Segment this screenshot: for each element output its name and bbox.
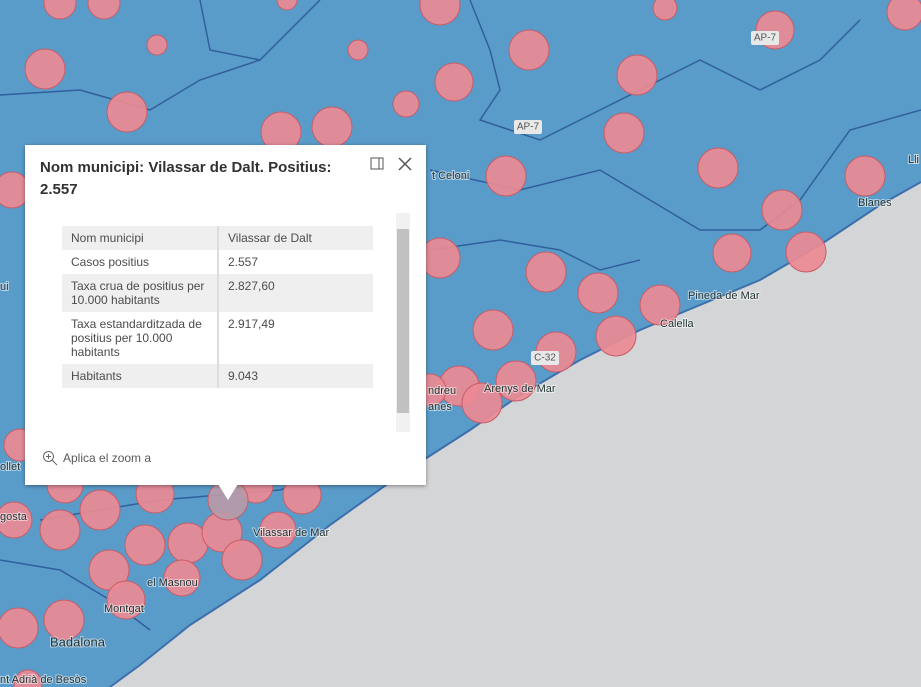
zoom-action[interactable]: Aplica el zoom a (42, 450, 151, 466)
case-circle[interactable] (79, 489, 121, 531)
case-circle[interactable] (347, 39, 369, 61)
case-circle[interactable] (886, 0, 921, 31)
case-circle[interactable] (472, 309, 514, 351)
case-circle[interactable] (603, 112, 645, 154)
case-circle[interactable] (163, 559, 201, 597)
popup-title: Nom municipi: Vilassar de Dalt. Positius… (40, 159, 332, 198)
case-circle[interactable] (106, 580, 146, 620)
place-label: Badalona (50, 634, 106, 649)
case-circle[interactable] (525, 251, 567, 293)
field-name: Habitants (62, 364, 219, 388)
place-label: nt Adrià de Besòs (0, 674, 87, 686)
case-circle[interactable] (259, 511, 297, 549)
table-row: Taxa crua de positius per 10.000 habitan… (62, 274, 373, 312)
case-circle[interactable] (88, 549, 130, 591)
case-circle[interactable] (0, 607, 39, 649)
field-name: Casos positius (62, 250, 219, 274)
case-circle[interactable] (419, 237, 461, 279)
case-circle[interactable] (221, 539, 263, 581)
scroll-thumb[interactable] (397, 229, 409, 413)
case-circle[interactable] (595, 315, 637, 357)
place-label: Arenys de Mar (484, 383, 556, 395)
case-circle[interactable] (106, 91, 148, 133)
case-circle[interactable] (652, 0, 678, 21)
place-label: Montgat (104, 603, 144, 615)
table-row: Habitants 9.043 (62, 364, 373, 388)
case-circle[interactable] (639, 284, 681, 326)
case-circle[interactable] (844, 155, 886, 197)
road-label: C-32 (534, 353, 556, 364)
case-circle[interactable] (276, 0, 298, 11)
field-value: 2.827,60 (218, 274, 373, 312)
road-label: AP-7 (754, 33, 777, 44)
table-row: Nom municipi Vilassar de Dalt (62, 226, 373, 250)
field-value: 9.043 (218, 364, 373, 388)
place-label: Lli (908, 154, 919, 166)
case-circle[interactable] (461, 382, 503, 424)
close-button[interactable] (398, 157, 412, 171)
place-label: Vilassar de Mar (253, 527, 330, 539)
case-circle[interactable] (146, 34, 168, 56)
case-circle[interactable] (419, 0, 461, 26)
case-circle[interactable] (43, 599, 85, 641)
road-shield (514, 120, 542, 134)
case-circle[interactable] (39, 509, 81, 551)
case-circle[interactable] (697, 147, 739, 189)
case-circle[interactable] (311, 106, 353, 148)
case-circle[interactable] (87, 0, 121, 20)
dock-button[interactable] (370, 157, 384, 171)
sea (110, 182, 921, 687)
place-label: t Celoni (432, 170, 469, 182)
case-circle[interactable] (13, 669, 43, 687)
field-name: Nom municipi (62, 226, 219, 250)
place-label: ui (0, 281, 9, 293)
field-value: Vilassar de Dalt (218, 226, 373, 250)
field-name: Taxa crua de positius per 10.000 habitan… (62, 274, 219, 312)
case-circle[interactable] (485, 155, 527, 197)
case-circle[interactable] (577, 272, 619, 314)
case-circle[interactable] (434, 62, 474, 102)
scrollbar[interactable] (396, 213, 410, 432)
table-row: Taxa estandarditzada de positius per 10.… (62, 312, 373, 364)
case-circle[interactable] (508, 29, 550, 71)
field-name: Taxa estandarditzada de positius per 10.… (62, 312, 219, 364)
popup-pointer (218, 484, 238, 500)
place-label: Calella (660, 318, 695, 330)
place-label: ollet (0, 461, 20, 473)
field-value: 2.917,49 (228, 317, 275, 331)
place-label: ndreu (428, 385, 456, 397)
table-row: Casos positius 2.557 (62, 250, 373, 274)
case-circle[interactable] (785, 231, 827, 273)
popup-icons (370, 157, 412, 171)
case-circle[interactable] (761, 189, 803, 231)
place-label: Pineda de Mar (688, 290, 760, 302)
case-circle[interactable] (43, 0, 77, 20)
road-shield (531, 351, 559, 365)
case-circle[interactable] (616, 54, 658, 96)
place-label: Blanes (858, 197, 892, 209)
place-label: gosta (0, 511, 28, 523)
road-label: AP-7 (517, 122, 540, 133)
field-value: 2.557 (228, 255, 259, 269)
case-circle[interactable] (495, 360, 537, 402)
case-circle[interactable] (24, 48, 66, 90)
case-circle[interactable] (124, 524, 166, 566)
case-circle[interactable] (0, 501, 33, 539)
attribute-table: Nom municipi Vilassar de Dalt Casos positi… (62, 226, 373, 388)
zoom-icon (43, 451, 58, 466)
place-label: el Masnou (147, 577, 198, 589)
popup: Nom municipi: Vilassar de Dalt. Positius… (25, 145, 426, 500)
road-shield (751, 31, 779, 45)
zoom-label[interactable]: Aplica el zoom a (63, 451, 152, 465)
place-label: anes (428, 401, 452, 413)
case-circle[interactable] (392, 90, 420, 118)
case-circle[interactable] (712, 233, 752, 273)
